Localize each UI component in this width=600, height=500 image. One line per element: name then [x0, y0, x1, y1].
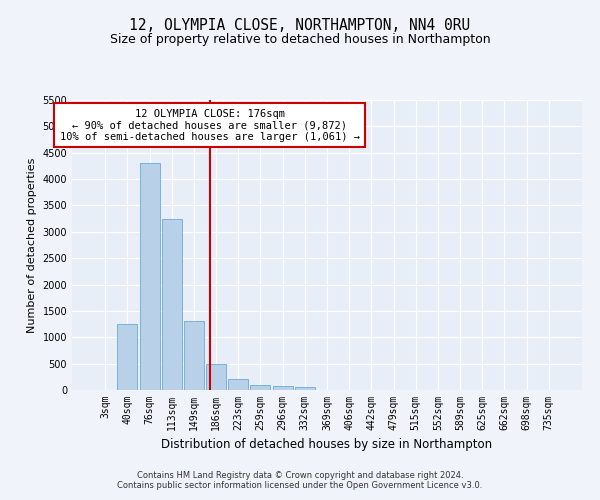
Text: Contains HM Land Registry data © Crown copyright and database right 2024.
Contai: Contains HM Land Registry data © Crown c…: [118, 470, 482, 490]
Bar: [140, 164, 160, 390]
Bar: [162, 218, 182, 390]
X-axis label: Distribution of detached houses by size in Northampton: Distribution of detached houses by size …: [161, 438, 493, 452]
Y-axis label: Number of detached properties: Number of detached properties: [27, 158, 37, 332]
Bar: [272, 386, 293, 390]
Bar: [228, 380, 248, 390]
Text: Size of property relative to detached houses in Northampton: Size of property relative to detached ho…: [110, 32, 490, 46]
Bar: [184, 322, 204, 390]
Text: 12 OLYMPIA CLOSE: 176sqm
← 90% of detached houses are smaller (9,872)
10% of sem: 12 OLYMPIA CLOSE: 176sqm ← 90% of detach…: [60, 108, 360, 142]
Bar: [250, 384, 271, 390]
Bar: [295, 388, 315, 390]
Text: 12, OLYMPIA CLOSE, NORTHAMPTON, NN4 0RU: 12, OLYMPIA CLOSE, NORTHAMPTON, NN4 0RU: [130, 18, 470, 32]
Bar: [118, 324, 137, 390]
Bar: [206, 364, 226, 390]
